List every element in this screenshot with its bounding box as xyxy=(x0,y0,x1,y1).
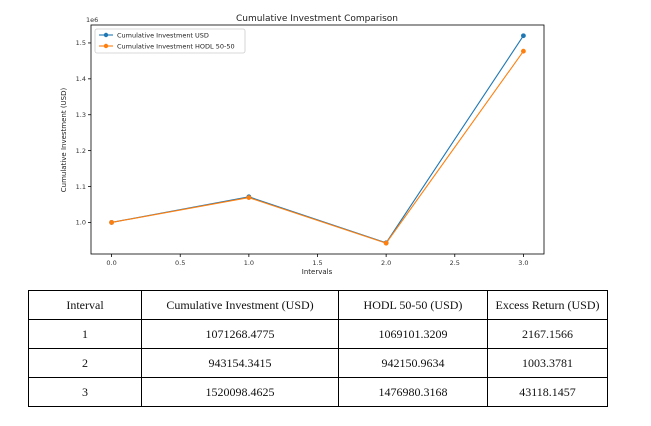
header-hodl: HODL 50-50 (USD) xyxy=(338,290,488,320)
y-axis-ticks: 1.0 1.1 1.2 1.3 1.4 1.5 xyxy=(76,39,91,227)
series-1-point xyxy=(521,33,526,39)
header-cumulative-investment: Cumulative Investment (USD) xyxy=(141,290,339,320)
cell-interval: 2 xyxy=(28,348,142,378)
cell-excess-return: 2167.1566 xyxy=(487,319,608,349)
legend: Cumulative Investment USD Cumulative Inve… xyxy=(94,28,246,54)
header-excess-return: Excess Return (USD) xyxy=(487,290,608,320)
y-axis-label: Cumulative Investment (USD) xyxy=(60,88,68,193)
x-axis-label: Intervals xyxy=(302,268,333,276)
y-tick-label: 1.0 xyxy=(76,219,86,227)
series-layer xyxy=(109,33,526,246)
cell-hodl: 1069101.3209 xyxy=(338,319,488,349)
series-2-point xyxy=(246,195,252,201)
cell-cumulative-investment: 1071268.4775 xyxy=(141,319,339,349)
cell-excess-return: 1003.3781 xyxy=(487,348,608,378)
series-2-point xyxy=(109,220,114,225)
legend-marker-2 xyxy=(103,43,109,49)
x-axis-ticks: 0.0 0.5 1.0 1.5 2.0 2.5 3.0 xyxy=(106,254,529,267)
x-tick-label: 0.0 xyxy=(106,259,116,267)
legend-entry-1: Cumulative Investment USD xyxy=(117,31,209,39)
y-tick-label: 1.5 xyxy=(76,39,86,47)
cell-cumulative-investment: 943154.3415 xyxy=(141,348,339,378)
x-tick-label: 0.5 xyxy=(175,259,185,267)
results-table: Interval Cumulative Investment (USD) HOD… xyxy=(28,290,608,407)
cell-cumulative-investment: 1520098.4625 xyxy=(141,377,339,407)
series-2-point xyxy=(521,48,526,54)
y-tick-label: 1.1 xyxy=(76,183,86,191)
x-tick-label: 2.5 xyxy=(450,259,460,267)
cell-interval: 3 xyxy=(28,377,142,407)
y-tick-label: 1.4 xyxy=(76,75,86,83)
legend-box xyxy=(94,28,246,54)
line-chart: Cumulative Investment Comparison 1e6 0.0… xyxy=(60,14,545,276)
header-interval: Interval xyxy=(28,290,142,320)
cell-hodl: 1476980.3168 xyxy=(338,377,488,407)
legend-marker-1 xyxy=(103,32,109,38)
y-axis-offset-label: 1e6 xyxy=(86,16,98,24)
x-tick-label: 1.0 xyxy=(244,259,254,267)
cell-interval: 1 xyxy=(28,319,142,349)
y-tick-label: 1.2 xyxy=(76,147,86,155)
table-header-row: Interval Cumulative Investment (USD) HOD… xyxy=(28,290,608,320)
cell-excess-return: 43118.1457 xyxy=(487,377,608,407)
legend-entry-2: Cumulative Investment HODL 50-50 xyxy=(117,42,235,50)
cell-hodl: 942150.9634 xyxy=(338,348,488,378)
chart-title: Cumulative Investment Comparison xyxy=(236,14,398,24)
y-tick-label: 1.3 xyxy=(76,111,86,119)
x-tick-label: 3.0 xyxy=(518,259,528,267)
series-2-point xyxy=(383,240,389,246)
table-row: 3 1520098.4625 1476980.3168 43118.1457 xyxy=(28,377,608,407)
series-line-2 xyxy=(111,50,524,244)
x-tick-label: 2.0 xyxy=(381,259,391,267)
x-tick-label: 1.5 xyxy=(312,259,322,267)
table-row: 1 1071268.4775 1069101.3209 2167.1566 xyxy=(28,319,608,349)
table-row: 2 943154.3415 942150.9634 1003.3781 xyxy=(28,348,608,378)
